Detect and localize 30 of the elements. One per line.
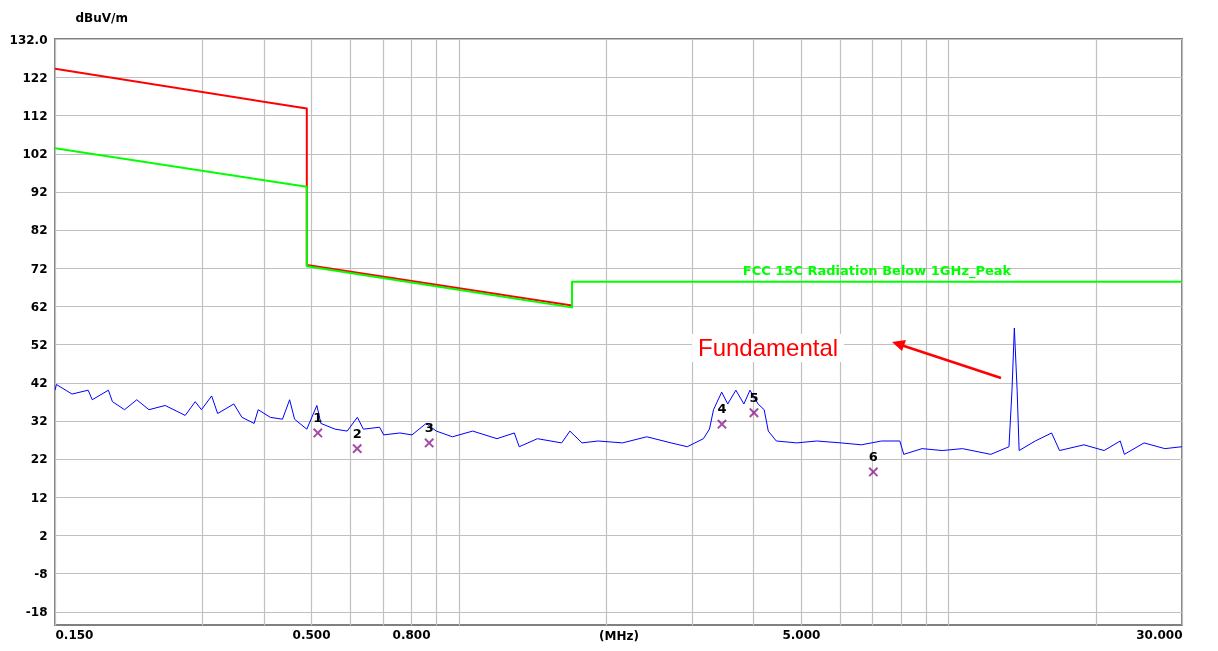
x-axis-title: (MHz) bbox=[599, 628, 639, 643]
x-tick-label: 5.000 bbox=[782, 627, 821, 642]
y-tick-label: 72 bbox=[30, 261, 48, 276]
annotation: Fundamental bbox=[692, 334, 845, 362]
annotation: 5 bbox=[749, 389, 759, 405]
y-tick-label: 102 bbox=[22, 147, 48, 162]
x-tick-label: 30.000 bbox=[1136, 627, 1183, 642]
y-tick-label: 32 bbox=[30, 414, 48, 429]
series-label: FCC 15C Radiation Below 1GHz_Peak bbox=[742, 262, 1012, 279]
y-tick-label: 122 bbox=[22, 70, 48, 85]
y-tick-label: 52 bbox=[30, 337, 48, 352]
y-tick-label: -8 bbox=[34, 566, 48, 581]
y-tick-label: 22 bbox=[30, 452, 48, 467]
annotation: 1 bbox=[313, 409, 323, 425]
y-tick-label: 82 bbox=[30, 223, 48, 238]
y-axis-title: dBuV/m bbox=[75, 10, 128, 25]
x-tick-label: 0.150 bbox=[55, 627, 94, 642]
annotation: 4 bbox=[717, 401, 727, 417]
annotation: 6 bbox=[868, 448, 878, 464]
annotation: 2 bbox=[352, 425, 362, 441]
x-tick-label: 0.500 bbox=[292, 627, 331, 642]
y-tick-label: 42 bbox=[30, 376, 48, 391]
y-tick-label: 12 bbox=[30, 490, 48, 505]
y-tick-label: -18 bbox=[25, 605, 48, 620]
y-tick-label: 132.0 bbox=[9, 32, 48, 47]
y-tick-label: 92 bbox=[30, 185, 48, 200]
y-tick-label: 62 bbox=[30, 299, 48, 314]
x-tick-label: 0.800 bbox=[392, 627, 431, 642]
y-tick-label: 112 bbox=[22, 108, 48, 123]
y-tick-label: 2 bbox=[39, 528, 48, 543]
